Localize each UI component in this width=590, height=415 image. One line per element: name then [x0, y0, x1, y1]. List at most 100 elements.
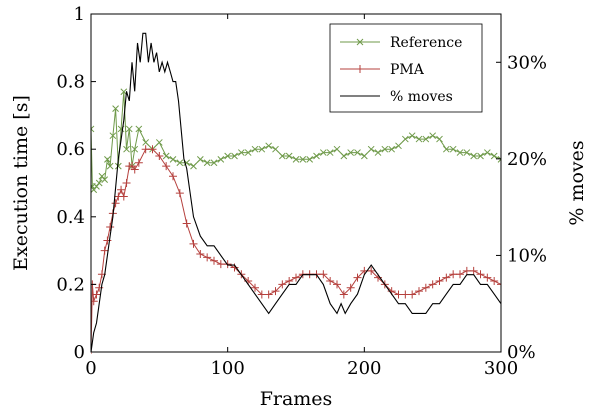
- data-point: [190, 162, 197, 170]
- data-point: [176, 159, 184, 167]
- data-point: [360, 152, 368, 160]
- data-point: [103, 236, 112, 245]
- data-point: [95, 179, 103, 187]
- data-point: [112, 105, 119, 112]
- data-point: [155, 139, 163, 146]
- data-point: [130, 165, 139, 174]
- data-point: [339, 290, 348, 299]
- data-point: [456, 270, 464, 279]
- data-point: [141, 145, 150, 154]
- data-point: [175, 189, 184, 198]
- x-tick-label: 100: [210, 358, 244, 379]
- data-point: [395, 142, 402, 150]
- legend: Reference PMA % moves: [329, 23, 483, 113]
- data-point: [251, 145, 259, 153]
- legend-label: % moves: [390, 89, 453, 105]
- data-point: [196, 249, 205, 258]
- data-point: [435, 277, 444, 286]
- data-point: [346, 283, 355, 292]
- data-point: [319, 270, 328, 279]
- data-point: [244, 149, 252, 156]
- legend-item: % moves: [340, 89, 453, 105]
- data-point: [155, 151, 164, 160]
- data-point: [285, 277, 294, 286]
- data-point: [477, 152, 484, 160]
- data-point: [428, 280, 437, 289]
- data-point: [114, 162, 122, 170]
- data-point: [271, 287, 280, 296]
- data-point: [313, 152, 320, 160]
- data-point: [333, 145, 341, 153]
- plot-area: [91, 32, 501, 354]
- y-tick-label: 0.6: [56, 139, 85, 160]
- y-axis-label: Execution time [s]: [10, 95, 32, 271]
- data-point: [292, 155, 300, 163]
- data-point: [142, 139, 150, 146]
- data-point: [131, 145, 139, 153]
- data-point: [101, 176, 109, 183]
- legend-marker: [356, 38, 364, 46]
- data-point: [106, 222, 115, 231]
- series-reference: [91, 88, 501, 194]
- data-point: [125, 125, 133, 133]
- data-point: [265, 142, 273, 150]
- y-tick-label: 0.4: [56, 207, 85, 228]
- data-point: [333, 280, 341, 289]
- data-point: [306, 155, 314, 163]
- data-point: [169, 155, 177, 163]
- data-point: [354, 149, 361, 156]
- data-point: [429, 132, 437, 140]
- y2-axis-label: % moves: [566, 140, 588, 225]
- y2-tick-label: 30%: [507, 52, 547, 73]
- data-point: [231, 152, 238, 160]
- data-point: [408, 290, 417, 299]
- axes: [90, 13, 502, 353]
- data-point: [421, 283, 430, 292]
- data-point: [162, 162, 171, 171]
- data-point: [462, 266, 471, 275]
- data-point: [278, 280, 287, 289]
- data-point: [189, 239, 198, 248]
- y-tick-label: 0: [74, 342, 85, 363]
- data-point: [292, 273, 300, 282]
- data-point: [111, 199, 120, 208]
- data-point: [476, 270, 485, 279]
- data-point: [470, 152, 478, 160]
- x-axis-label: Frames: [260, 388, 333, 410]
- data-point: [122, 179, 131, 187]
- data-point: [497, 280, 501, 289]
- data-point: [117, 185, 126, 194]
- data-point: [203, 253, 212, 262]
- data-point: [216, 260, 225, 269]
- y-tick-label: 0.2: [56, 274, 85, 295]
- series-moves: [91, 32, 501, 353]
- data-point: [224, 152, 232, 160]
- data-point: [401, 290, 410, 299]
- data-point: [374, 149, 382, 156]
- data-point: [264, 290, 273, 299]
- x-tick-label: 0: [85, 358, 96, 379]
- data-point: [449, 145, 457, 153]
- y2-tick-label: 10%: [507, 245, 547, 266]
- data-point: [134, 158, 143, 167]
- data-point: [353, 273, 362, 282]
- data-point: [340, 152, 348, 160]
- data-point: [299, 155, 307, 163]
- data-point: [91, 125, 95, 133]
- series-pma: [91, 145, 501, 354]
- data-point: [258, 145, 266, 153]
- data-point: [285, 152, 293, 160]
- data-point: [182, 219, 191, 228]
- data-point: [196, 155, 204, 163]
- x-tick-label: 200: [347, 358, 381, 379]
- data-point: [415, 287, 423, 296]
- data-point: [326, 149, 334, 156]
- plot-frame: [90, 13, 502, 353]
- data-point: [123, 145, 130, 153]
- data-point: [109, 132, 117, 140]
- data-point: [135, 125, 143, 133]
- y-tick-label: 1: [74, 4, 85, 25]
- x-tick-label: 300: [484, 358, 518, 379]
- data-point: [100, 246, 109, 255]
